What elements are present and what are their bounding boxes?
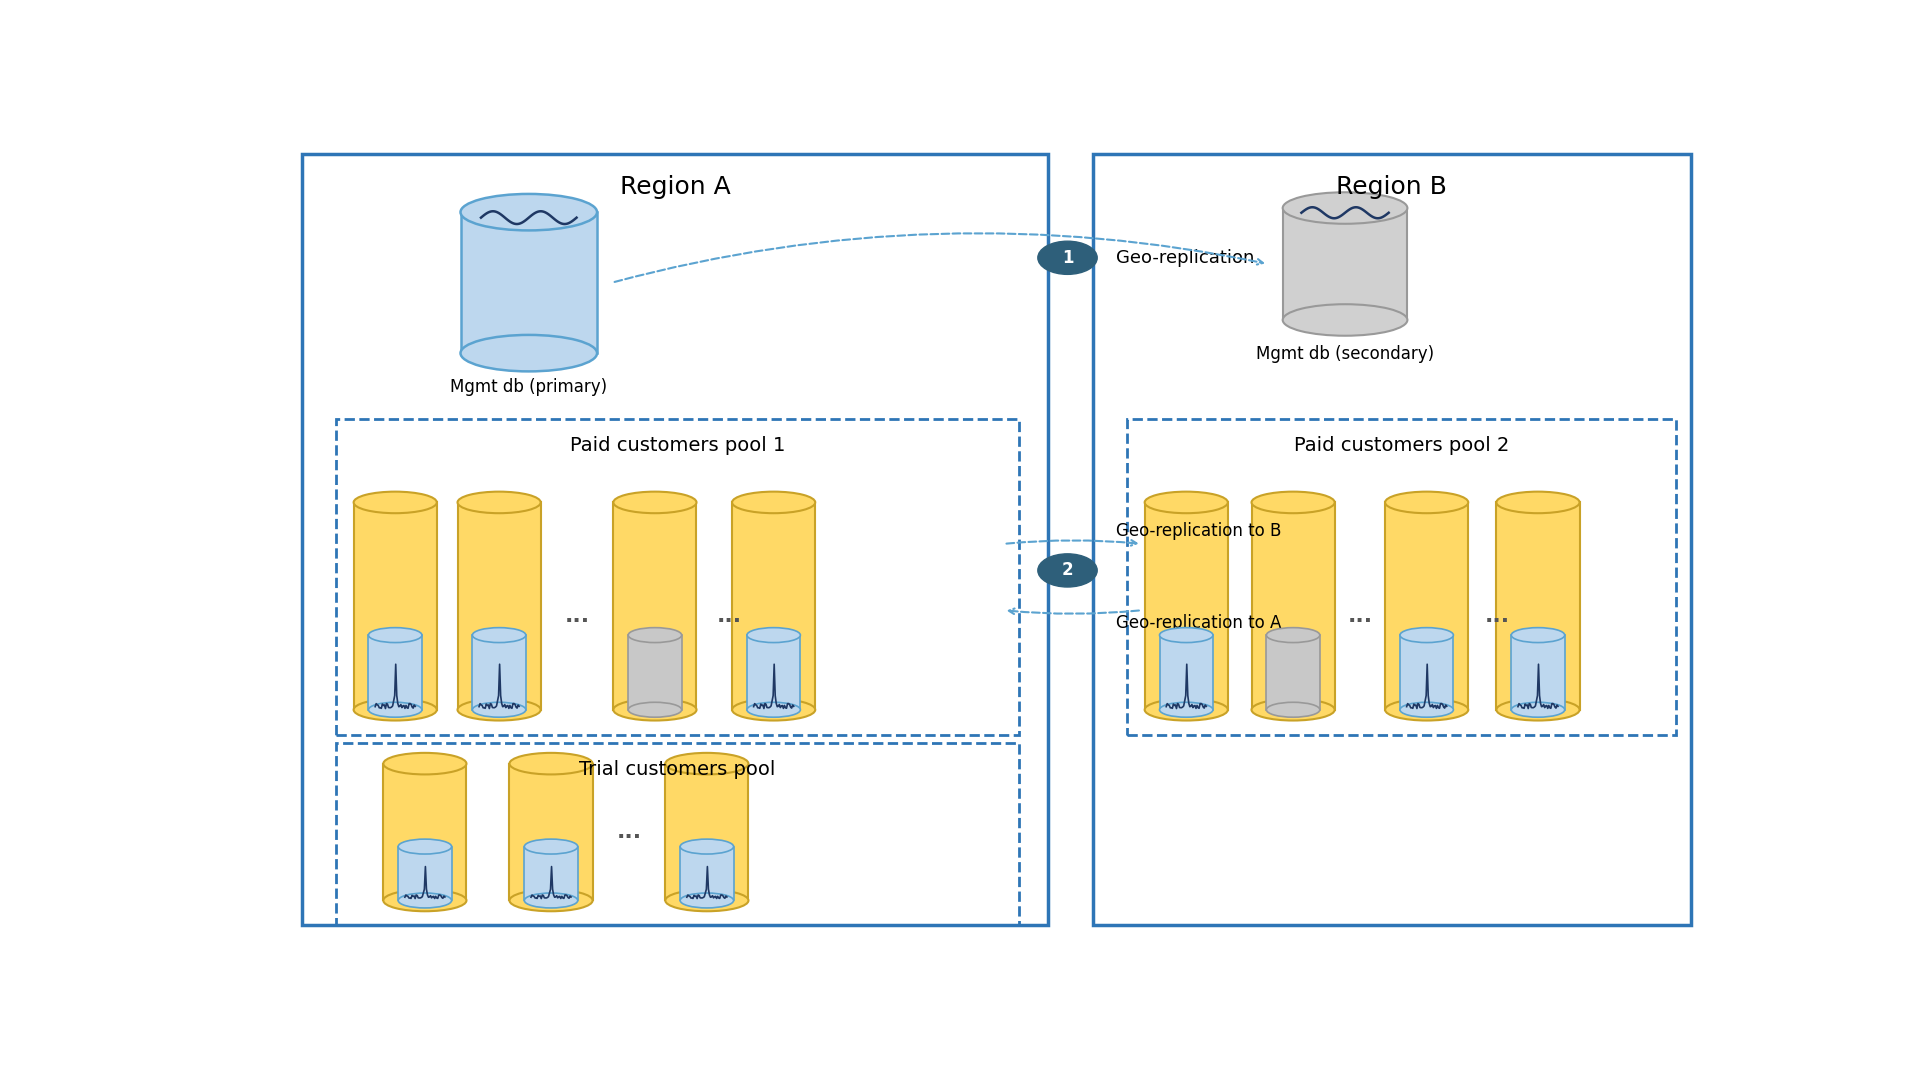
Polygon shape (367, 635, 421, 710)
Ellipse shape (731, 491, 815, 514)
Ellipse shape (664, 890, 748, 911)
Bar (1125, 420, 1675, 735)
Ellipse shape (1282, 304, 1407, 336)
Polygon shape (1384, 502, 1468, 710)
Text: Paid customers pool 2: Paid customers pool 2 (1294, 436, 1508, 456)
Circle shape (1037, 241, 1097, 275)
Polygon shape (628, 635, 681, 710)
Ellipse shape (679, 839, 733, 854)
Ellipse shape (1160, 628, 1212, 643)
Ellipse shape (1399, 702, 1453, 717)
Ellipse shape (524, 839, 578, 854)
Ellipse shape (459, 335, 597, 372)
Polygon shape (1160, 635, 1212, 710)
Ellipse shape (731, 699, 815, 721)
Text: ...: ... (616, 822, 641, 842)
Ellipse shape (398, 893, 452, 908)
Polygon shape (457, 502, 540, 710)
Text: Geo-replication to A: Geo-replication to A (1116, 614, 1280, 632)
Ellipse shape (354, 699, 436, 721)
Ellipse shape (1384, 491, 1468, 514)
Ellipse shape (1282, 193, 1407, 224)
Text: Geo-replication to B: Geo-replication to B (1116, 522, 1280, 541)
Ellipse shape (628, 628, 681, 643)
Polygon shape (1252, 502, 1334, 710)
Text: 1: 1 (1060, 249, 1072, 267)
Ellipse shape (628, 702, 681, 717)
Polygon shape (398, 847, 452, 900)
Ellipse shape (1145, 491, 1227, 514)
Ellipse shape (457, 491, 540, 514)
Ellipse shape (459, 194, 597, 230)
Polygon shape (509, 764, 591, 900)
Ellipse shape (457, 699, 540, 721)
Ellipse shape (1160, 702, 1212, 717)
Ellipse shape (746, 702, 800, 717)
Bar (302, 154, 1047, 925)
Ellipse shape (1495, 491, 1579, 514)
Ellipse shape (612, 699, 697, 721)
Polygon shape (664, 764, 748, 900)
Polygon shape (459, 212, 597, 353)
Ellipse shape (1510, 628, 1564, 643)
Ellipse shape (1252, 699, 1334, 721)
Ellipse shape (1384, 699, 1468, 721)
Circle shape (1037, 554, 1097, 587)
Ellipse shape (473, 628, 526, 643)
Bar (335, 743, 1018, 925)
Polygon shape (1282, 208, 1407, 320)
Polygon shape (473, 635, 526, 710)
Ellipse shape (367, 628, 421, 643)
Text: ...: ... (1347, 606, 1372, 627)
Ellipse shape (679, 893, 733, 908)
Polygon shape (354, 502, 436, 710)
Ellipse shape (746, 628, 800, 643)
Ellipse shape (1252, 491, 1334, 514)
Ellipse shape (1265, 702, 1319, 717)
Ellipse shape (354, 491, 436, 514)
Polygon shape (383, 764, 467, 900)
Text: Region A: Region A (620, 174, 729, 199)
Text: Region B: Region B (1336, 174, 1447, 199)
Ellipse shape (473, 702, 526, 717)
Text: ...: ... (716, 606, 741, 627)
Polygon shape (1265, 635, 1319, 710)
Text: ...: ... (565, 606, 590, 627)
Ellipse shape (383, 753, 467, 774)
Ellipse shape (524, 893, 578, 908)
Ellipse shape (1145, 699, 1227, 721)
Ellipse shape (383, 890, 467, 911)
Text: Mgmt db (primary): Mgmt db (primary) (450, 378, 607, 396)
Ellipse shape (367, 702, 421, 717)
Ellipse shape (509, 890, 591, 911)
Ellipse shape (398, 839, 452, 854)
Polygon shape (1510, 635, 1564, 710)
Polygon shape (1399, 635, 1453, 710)
Text: Trial customers pool: Trial customers pool (578, 759, 775, 779)
Text: Mgmt db (secondary): Mgmt db (secondary) (1256, 345, 1434, 363)
Text: ...: ... (1483, 606, 1508, 627)
Polygon shape (679, 847, 733, 900)
Polygon shape (1495, 502, 1579, 710)
Polygon shape (524, 847, 578, 900)
Bar (1093, 154, 1690, 925)
Ellipse shape (509, 753, 591, 774)
Ellipse shape (1265, 628, 1319, 643)
Text: Geo-replication: Geo-replication (1116, 249, 1254, 267)
Polygon shape (1145, 502, 1227, 710)
Polygon shape (731, 502, 815, 710)
Polygon shape (746, 635, 800, 710)
Ellipse shape (1495, 699, 1579, 721)
Text: Paid customers pool 1: Paid customers pool 1 (568, 436, 785, 456)
Ellipse shape (664, 753, 748, 774)
Text: 2: 2 (1060, 561, 1072, 579)
Polygon shape (612, 502, 697, 710)
Ellipse shape (1510, 702, 1564, 717)
Ellipse shape (1399, 628, 1453, 643)
Ellipse shape (612, 491, 697, 514)
Bar (335, 420, 1018, 735)
